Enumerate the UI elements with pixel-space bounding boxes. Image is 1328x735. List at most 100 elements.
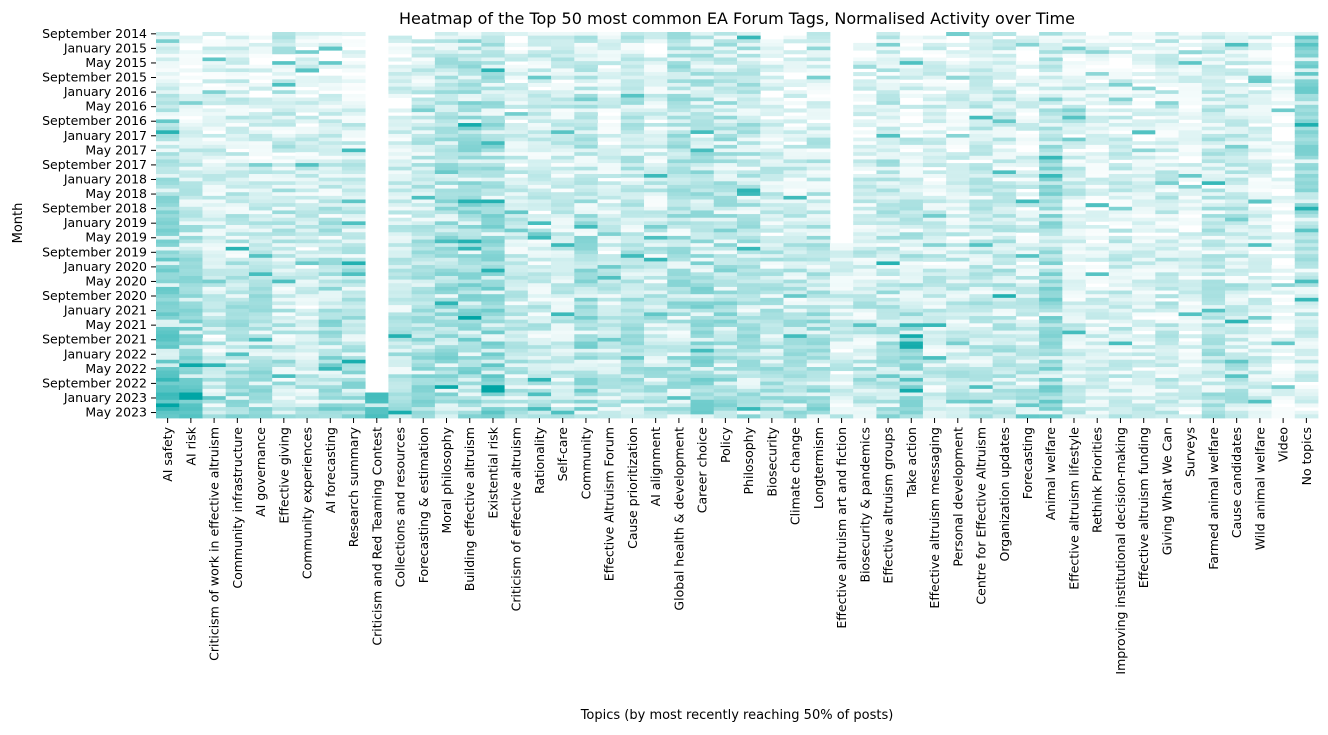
heatmap-cell — [458, 272, 482, 276]
heatmap-cell — [1295, 43, 1319, 47]
heatmap-cell — [319, 291, 343, 295]
heatmap-cell — [1272, 407, 1296, 411]
heatmap-cell — [1132, 79, 1156, 83]
heatmap-cell — [388, 141, 412, 145]
heatmap-cell — [319, 39, 343, 43]
heatmap-cell — [1109, 218, 1133, 222]
heatmap-cell — [202, 258, 226, 262]
heatmap-cell — [505, 116, 529, 120]
heatmap-cell — [319, 301, 343, 305]
heatmap-cell — [783, 367, 807, 371]
heatmap-cell — [1016, 181, 1040, 185]
heatmap-cell — [1132, 167, 1156, 171]
heatmap-cell — [993, 414, 1017, 418]
heatmap-cell — [458, 301, 482, 305]
heatmap-cell — [1132, 36, 1156, 40]
heatmap-cell — [1016, 400, 1040, 404]
heatmap-cell — [621, 400, 645, 404]
heatmap-cell — [295, 323, 319, 327]
heatmap-cell — [295, 236, 319, 240]
heatmap-cell — [574, 342, 598, 346]
heatmap-cell — [202, 247, 226, 251]
heatmap-cell — [528, 145, 552, 149]
heatmap-cell — [760, 371, 784, 375]
heatmap-cell — [574, 291, 598, 295]
heatmap-cell — [1248, 163, 1272, 167]
heatmap-cell — [574, 214, 598, 218]
heatmap-cell — [807, 243, 831, 247]
heatmap-cell — [900, 112, 924, 116]
heatmap-cell — [1202, 258, 1226, 262]
heatmap-cell — [1202, 156, 1226, 160]
heatmap-cell — [319, 112, 343, 116]
heatmap-cell — [202, 243, 226, 247]
heatmap-cell — [481, 301, 505, 305]
heatmap-cell — [760, 338, 784, 342]
heatmap-cell — [202, 112, 226, 116]
heatmap-cell — [388, 108, 412, 112]
heatmap-cell — [853, 323, 877, 327]
heatmap-cell — [342, 261, 366, 265]
heatmap-cell — [993, 218, 1017, 222]
heatmap-cell — [1086, 411, 1110, 415]
heatmap-cell — [621, 323, 645, 327]
heatmap-cell — [876, 50, 900, 54]
heatmap-cell — [1202, 119, 1226, 123]
heatmap-cell — [179, 152, 203, 156]
heatmap-cell — [226, 356, 250, 360]
heatmap-cell — [202, 411, 226, 415]
heatmap-cell — [621, 43, 645, 47]
heatmap-cell — [1295, 371, 1319, 375]
heatmap-cell — [946, 349, 970, 353]
heatmap-cell — [1132, 127, 1156, 131]
heatmap-cell — [226, 352, 250, 356]
heatmap-cell — [226, 349, 250, 353]
heatmap-cell — [993, 116, 1017, 120]
heatmap-cell — [435, 200, 459, 204]
heatmap-cell — [1109, 214, 1133, 218]
heatmap-cell — [1272, 185, 1296, 189]
heatmap-cell — [644, 301, 668, 305]
heatmap-cell — [1039, 301, 1063, 305]
heatmap-cell — [412, 134, 436, 138]
heatmap-cell — [969, 411, 993, 415]
heatmap-cell — [202, 123, 226, 127]
heatmap-cell — [156, 214, 180, 218]
heatmap-cell — [714, 261, 738, 265]
y-tick-label: May 2020 — [85, 273, 147, 288]
heatmap-cell — [1039, 83, 1063, 87]
heatmap-cell — [1155, 94, 1179, 98]
heatmap-cell — [691, 32, 715, 36]
heatmap-cell — [691, 240, 715, 244]
heatmap-cell — [1132, 174, 1156, 178]
heatmap-cell — [760, 389, 784, 393]
heatmap-cell — [853, 210, 877, 214]
heatmap-cell — [1039, 250, 1063, 254]
heatmap-cell — [1062, 203, 1086, 207]
heatmap-cell — [342, 123, 366, 127]
heatmap-cell — [481, 291, 505, 295]
heatmap-cell — [1039, 327, 1063, 331]
heatmap-cell — [1016, 272, 1040, 276]
heatmap-cell — [458, 159, 482, 163]
heatmap-cell — [1248, 167, 1272, 171]
heatmap-cell — [202, 218, 226, 222]
heatmap-cell — [388, 47, 412, 51]
heatmap-cell — [202, 50, 226, 54]
heatmap-cell — [830, 305, 854, 309]
heatmap-cell — [760, 342, 784, 346]
heatmap-cell — [760, 320, 784, 324]
heatmap-cell — [528, 378, 552, 382]
heatmap-cell — [644, 385, 668, 389]
heatmap-cell — [319, 261, 343, 265]
heatmap-cell — [202, 287, 226, 291]
heatmap-cell — [481, 156, 505, 160]
heatmap-cell — [505, 301, 529, 305]
heatmap-cell — [249, 323, 273, 327]
heatmap-cell — [1062, 323, 1086, 327]
heatmap-cell — [644, 254, 668, 258]
heatmap-cell — [1016, 214, 1040, 218]
heatmap-cell — [598, 280, 622, 284]
heatmap-cell — [505, 378, 529, 382]
heatmap-cell — [667, 265, 691, 269]
